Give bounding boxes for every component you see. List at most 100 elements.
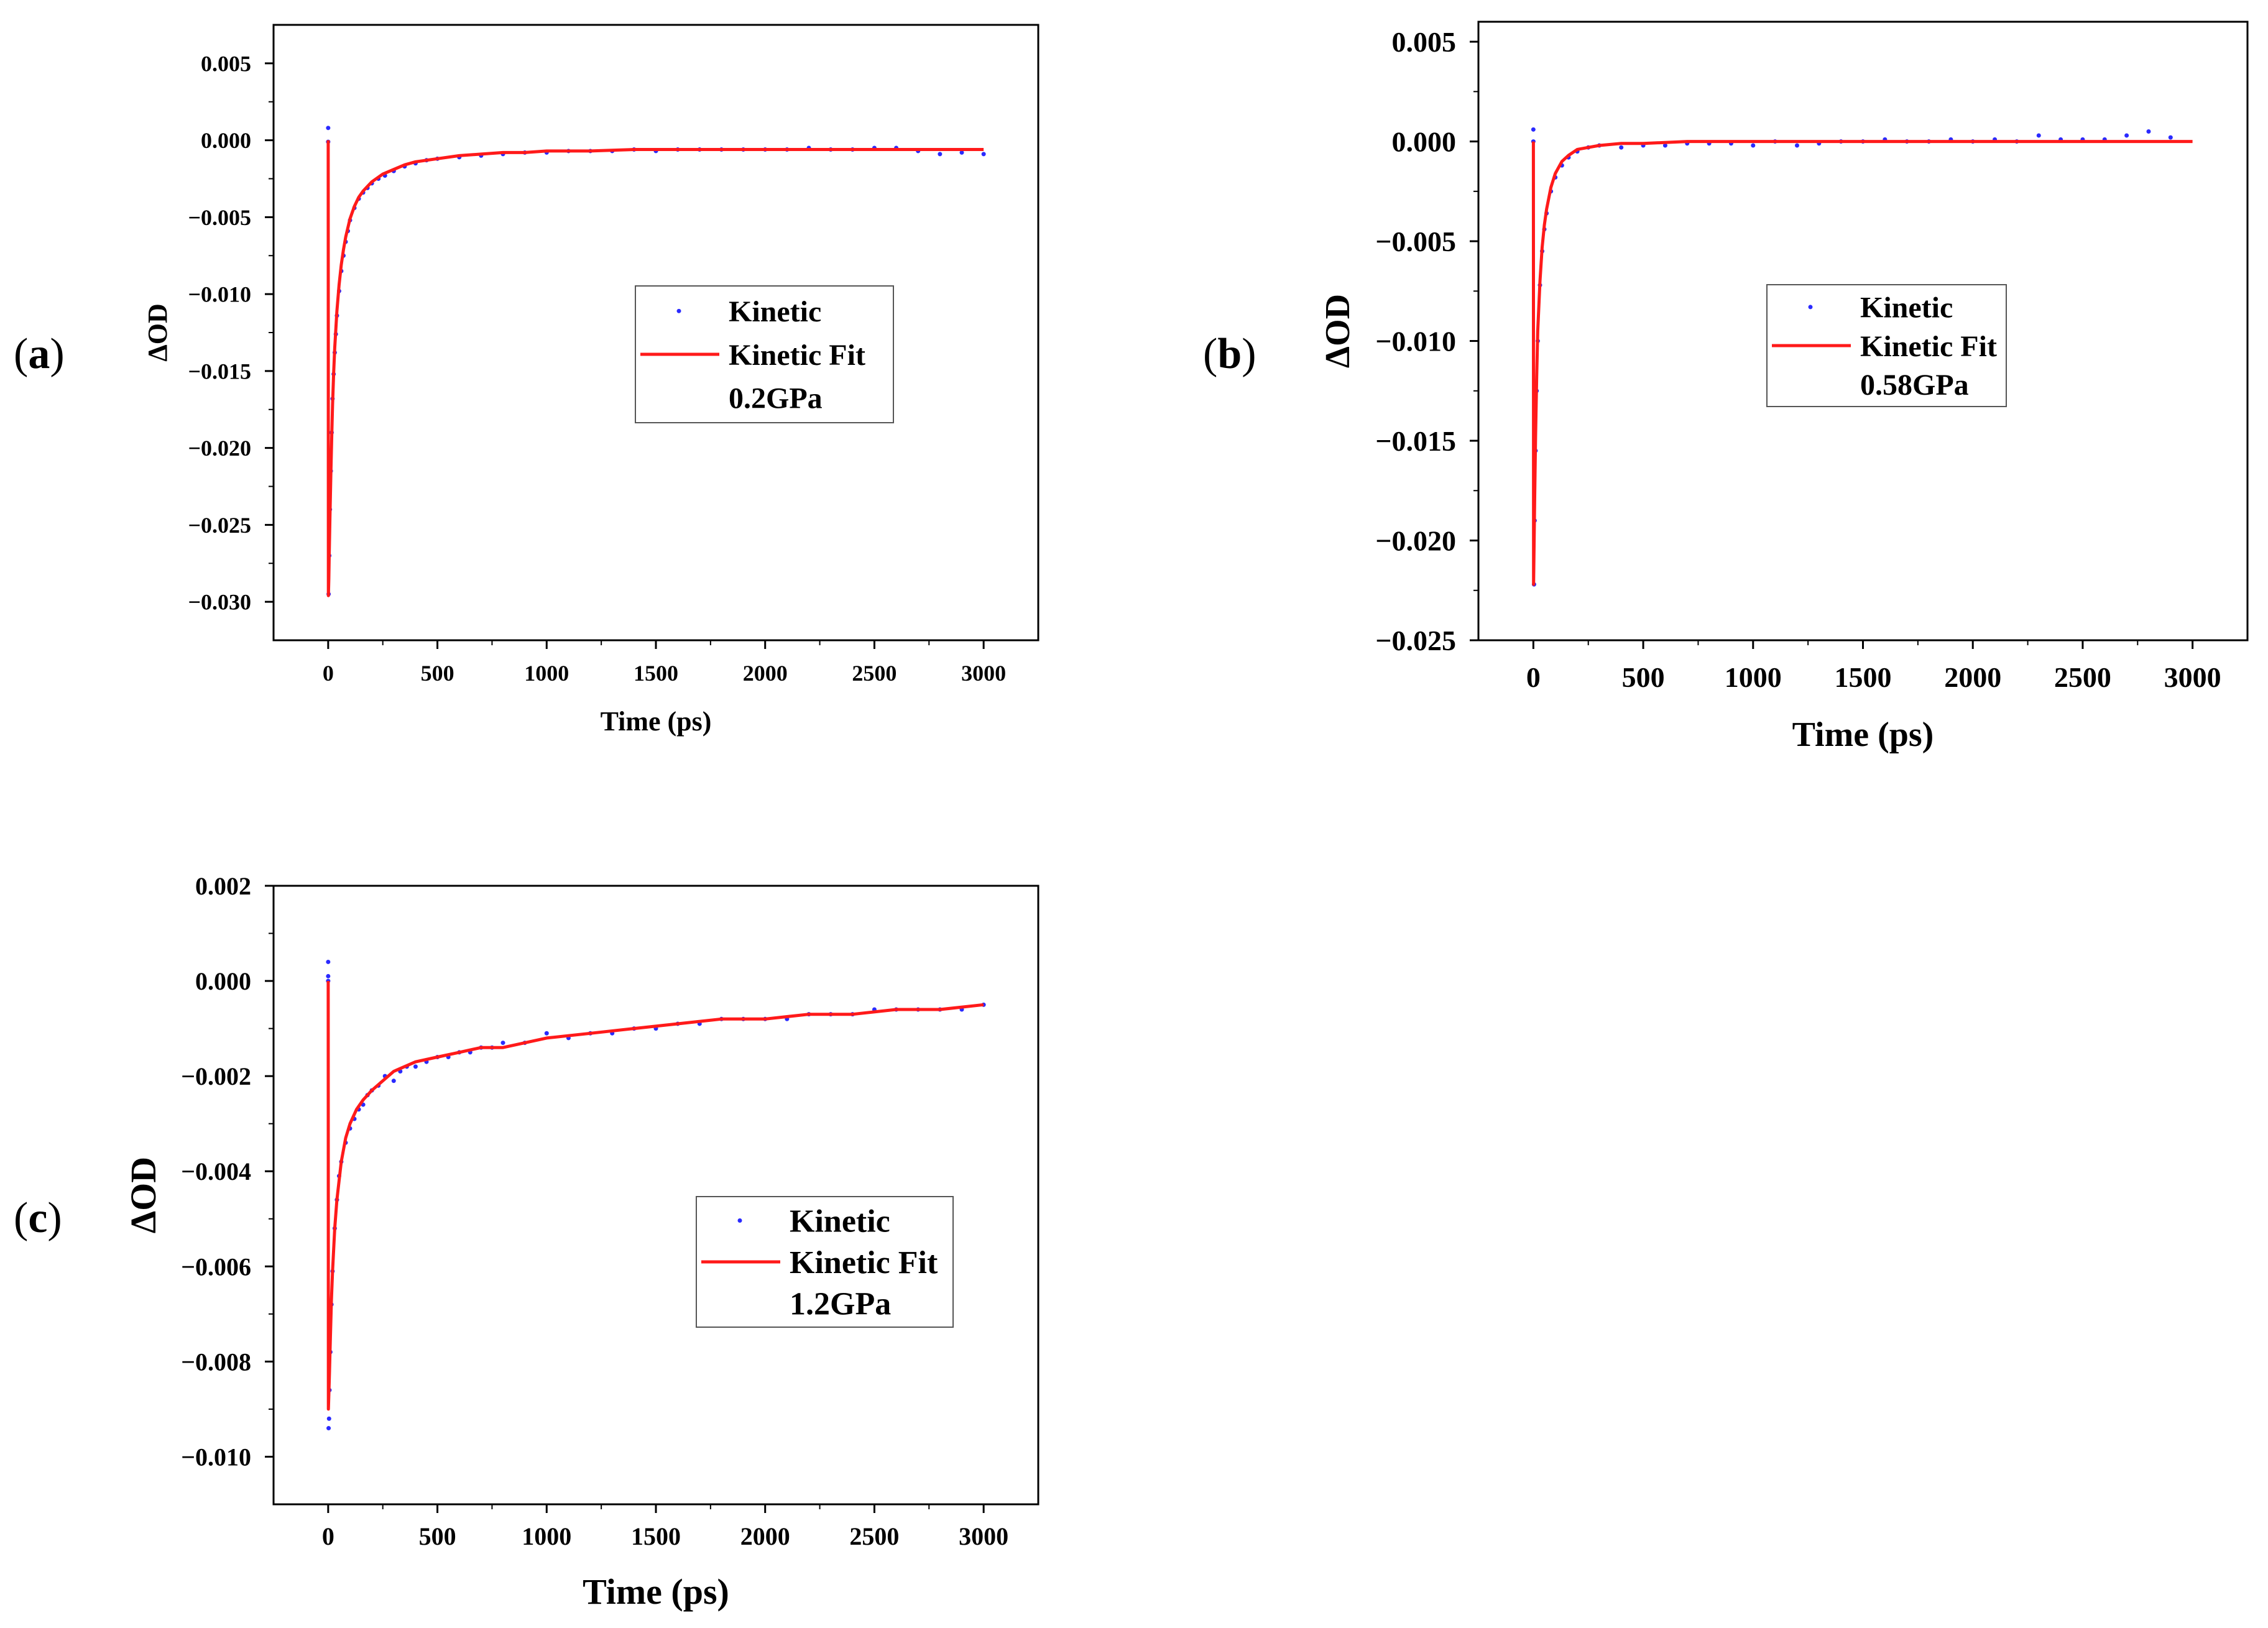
x-tick-label: 1500 [631, 1522, 681, 1550]
panel-suffix-b: ) [1242, 330, 1256, 378]
x-tick-label: 2500 [2054, 661, 2111, 693]
panel-label-a: (a) [14, 329, 65, 379]
x-tick-label: 2000 [740, 1522, 790, 1550]
x-tick-label: 3000 [2164, 661, 2221, 693]
kinetic-point [326, 1416, 331, 1421]
y-tick-label: 0.000 [201, 128, 251, 153]
legend-point-symbol [676, 308, 681, 313]
kinetic-point [413, 1064, 418, 1069]
legend-label-kinetic-fit: Kinetic Fit [790, 1245, 938, 1281]
y-tick-label: −0.004 [181, 1157, 251, 1185]
x-tick-label: 3000 [959, 1522, 1008, 1550]
x-tick-label: 1500 [1835, 661, 1892, 693]
x-tick-label: 2000 [1944, 661, 2001, 693]
y-axis-title: ΔOD [1319, 294, 1357, 368]
kinetic-point [959, 150, 964, 155]
y-tick-label: −0.002 [181, 1062, 251, 1090]
legend-label-kinetic: Kinetic [1860, 292, 1953, 324]
x-tick-label: 2500 [852, 661, 897, 686]
panel-suffix-c: ) [47, 1194, 62, 1242]
kinetic-point [391, 1078, 396, 1083]
y-axis-title: ΔOD [142, 303, 173, 362]
legend-label-kinetic: Kinetic [729, 295, 821, 328]
panel-prefix-c: ( [14, 1194, 29, 1242]
y-tick-label: −0.010 [1375, 326, 1456, 357]
y-tick-label: −0.015 [1375, 425, 1456, 457]
x-tick-label: 1500 [634, 661, 678, 686]
y-tick-label: −0.005 [188, 205, 251, 230]
legend-label-kinetic-fit: Kinetic Fit [729, 339, 865, 372]
kinetic-point [2168, 135, 2173, 140]
kinetic-point [326, 1426, 331, 1431]
panel-label-c: (c) [14, 1193, 62, 1243]
panel-letter-c: c [28, 1194, 48, 1242]
y-tick-label: −0.010 [188, 282, 251, 307]
y-tick-label: −0.025 [1375, 625, 1456, 656]
legend-pressure-note: 0.58GPa [1860, 369, 1969, 402]
y-tick-label: 0.000 [195, 967, 251, 995]
plot-frame [272, 885, 1040, 1506]
legend: Kinetic Kinetic Fit 0.2GPa [635, 285, 894, 423]
kinetic-point [326, 126, 331, 131]
kinetic-fit-line [326, 140, 984, 597]
kinetic-point [326, 973, 331, 978]
y-tick-label: −0.015 [188, 359, 251, 384]
x-axis-title: Time (ps) [583, 1571, 729, 1612]
x-tick-label: 500 [1622, 661, 1665, 693]
legend-pressure-note: 1.2GPa [790, 1287, 891, 1322]
y-tick-label: −0.020 [188, 436, 251, 461]
legend-point-symbol [1808, 305, 1813, 310]
y-tick-label: 0.000 [1392, 126, 1457, 158]
panel-suffix-a: ) [50, 330, 65, 378]
y-tick-label: 0.005 [201, 51, 251, 76]
kinetic-point [500, 1041, 505, 1046]
x-tick-label: 3000 [961, 661, 1006, 686]
legend: Kinetic Kinetic Fit 0.58GPa [1766, 284, 2007, 407]
kinetic-point [2146, 129, 2151, 134]
panel-prefix-a: ( [14, 330, 29, 378]
legend-pressure-note: 0.2GPa [729, 382, 823, 415]
legend-label-kinetic-fit: Kinetic Fit [1860, 330, 1997, 363]
kinetic-fit-line [326, 981, 984, 1411]
panel-letter-b: b [1217, 330, 1242, 378]
y-tick-label: −0.020 [1375, 525, 1456, 557]
panel-label-b: (b) [1203, 329, 1256, 379]
chart-c: 0 500 1000 1500 2000 2500 3000 0.002 0.000 −0.002… [123, 872, 1040, 1612]
chart-b: 0 500 1000 1500 2000 2500 3000 0.005 0.000 −0.005… [1319, 21, 2249, 754]
y-tick-label: −0.008 [181, 1348, 251, 1376]
panel-prefix-b: ( [1203, 330, 1218, 378]
x-tick-label: 1000 [1725, 661, 1782, 693]
x-tick-label: 0 [1526, 661, 1541, 693]
x-tick-label: 500 [419, 1522, 456, 1550]
x-tick-label: 2500 [849, 1522, 899, 1550]
y-tick-label: 0.005 [1392, 26, 1457, 58]
kinetic-point [1751, 143, 1756, 148]
panel-letter-a: a [28, 330, 50, 378]
y-tick-label: −0.006 [181, 1253, 251, 1281]
x-tick-label: 1000 [524, 661, 569, 686]
legend: Kinetic Kinetic Fit 1.2GPa [696, 1196, 954, 1328]
y-axis-title: ΔOD [123, 1157, 164, 1233]
kinetic-point [544, 1031, 549, 1036]
x-tick-label: 2000 [743, 661, 788, 686]
kinetic-point [2036, 133, 2041, 138]
x-tick-label: 0 [323, 661, 334, 686]
kinetic-point [981, 152, 986, 157]
y-tick-label: −0.005 [1375, 226, 1456, 257]
x-tick-label: 0 [322, 1522, 334, 1550]
x-tick-label: 500 [421, 661, 454, 686]
x-tick-label: 1000 [522, 1522, 571, 1550]
kinetic-fit-line [1531, 140, 2193, 586]
y-tick-label: −0.030 [188, 590, 251, 615]
kinetic-point [1619, 145, 1624, 150]
legend-label-kinetic: Kinetic [790, 1204, 890, 1239]
x-axis-title: Time (ps) [601, 706, 712, 737]
kinetic-point [1662, 143, 1667, 148]
y-tick-label: 0.002 [195, 872, 251, 900]
kinetic-point [1794, 143, 1799, 148]
x-axis-title: Time (ps) [1792, 715, 1934, 754]
y-tick-label: −0.025 [188, 513, 251, 538]
chart-a: 0 500 1000 1500 2000 2500 3000 0.005 0.000 −0.005… [142, 24, 1040, 737]
legend-point-symbol [737, 1218, 742, 1223]
